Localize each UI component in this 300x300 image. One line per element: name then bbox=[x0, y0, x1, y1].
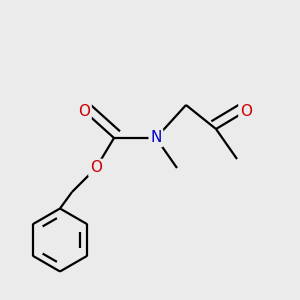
Text: N: N bbox=[150, 130, 162, 146]
Text: O: O bbox=[240, 103, 252, 118]
Text: O: O bbox=[78, 103, 90, 118]
Text: O: O bbox=[90, 160, 102, 175]
